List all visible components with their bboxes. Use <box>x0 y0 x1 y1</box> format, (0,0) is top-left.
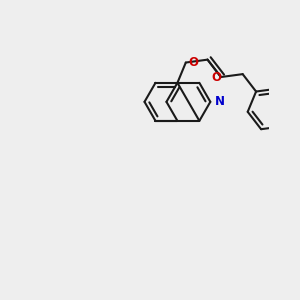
Text: O: O <box>211 70 221 83</box>
Text: O: O <box>189 56 199 69</box>
Text: N: N <box>214 95 224 108</box>
